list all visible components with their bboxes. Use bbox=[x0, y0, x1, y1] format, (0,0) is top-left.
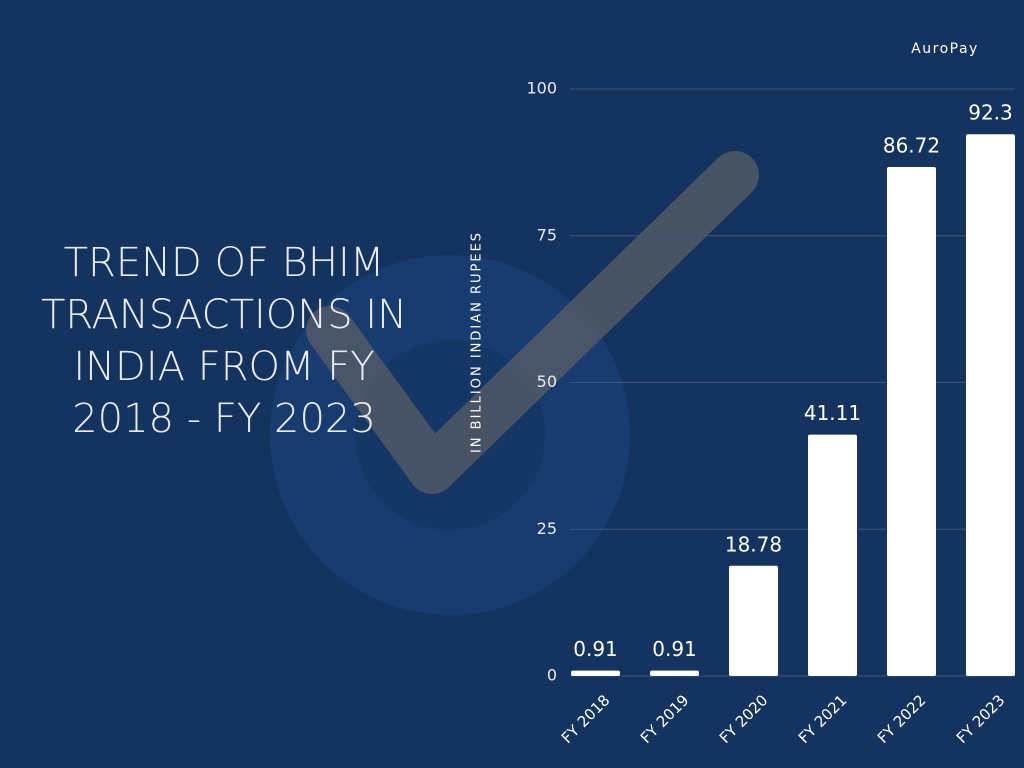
y-tick-label: 75 bbox=[537, 225, 557, 244]
y-tick-label: 0 bbox=[547, 666, 557, 685]
bar bbox=[729, 565, 778, 676]
value-label: 41.11 bbox=[804, 401, 861, 425]
value-label: 86.72 bbox=[883, 133, 940, 157]
bar bbox=[571, 670, 620, 676]
watermark-check bbox=[306, 151, 759, 494]
title-line: INDIA FROM FY bbox=[73, 344, 374, 390]
bar bbox=[966, 134, 1015, 677]
value-label: 0.91 bbox=[652, 637, 697, 661]
value-label: 0.91 bbox=[573, 637, 618, 661]
title-line: TRANSACTIONS IN bbox=[41, 292, 407, 338]
title-line: 2018 - FY 2023 bbox=[72, 396, 376, 442]
title: TREND OF BHIM TRANSACTIONS IN INDIA FROM F… bbox=[41, 240, 407, 442]
brand: AuroPay bbox=[911, 41, 979, 57]
y-tick-label: 25 bbox=[537, 519, 557, 538]
y-tick-label: 100 bbox=[526, 79, 557, 98]
y-tick-label: 50 bbox=[537, 372, 557, 391]
bar bbox=[887, 166, 936, 676]
value-label: 18.78 bbox=[725, 532, 782, 556]
y-axis-label: IN BILLION INDIAN RUPEES bbox=[470, 231, 485, 453]
bar bbox=[650, 670, 699, 676]
value-label: 92.3 bbox=[968, 101, 1013, 125]
bar bbox=[808, 434, 857, 676]
title-line: TREND OF BHIM bbox=[64, 240, 385, 286]
